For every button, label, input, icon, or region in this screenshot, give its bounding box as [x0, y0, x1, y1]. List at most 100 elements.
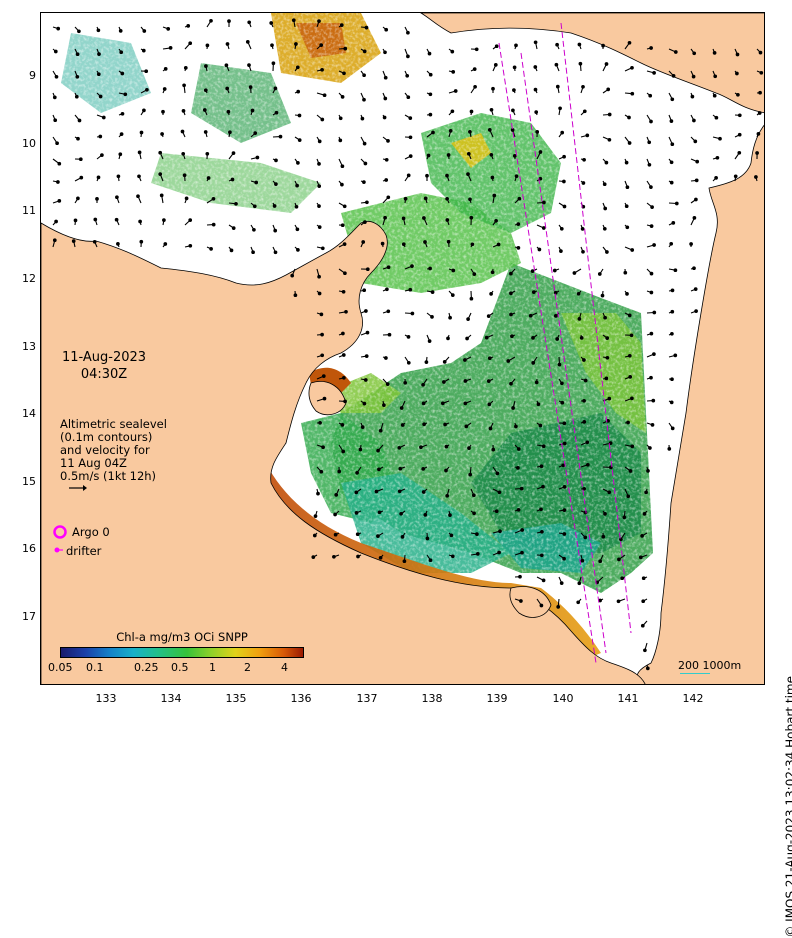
velocity-vector-head	[183, 84, 186, 87]
velocity-vector-head	[604, 316, 607, 319]
velocity-vector-head	[715, 177, 718, 180]
lat-tick-15: 15	[0, 476, 36, 488]
velocity-vector-head	[275, 111, 278, 114]
velocity-vector-head	[367, 268, 370, 271]
cbar-tick-1: 1	[209, 661, 216, 674]
velocity-vector-head	[628, 314, 631, 317]
velocity-vector-head	[74, 219, 77, 222]
velocity-vector-head	[272, 62, 275, 65]
velocity-vector-head	[605, 63, 608, 66]
drifter-label: drifter	[66, 545, 101, 558]
velocity-vector-head	[756, 152, 759, 155]
velocity-vector-head	[400, 513, 403, 516]
velocity-vector-head	[601, 294, 604, 297]
velocity-vector-head	[608, 139, 611, 142]
velocity-vector-head	[98, 53, 101, 56]
velocity-vector-head	[563, 486, 566, 489]
velocity-vector-head	[556, 43, 559, 46]
velocity-vector-head	[603, 183, 606, 186]
velocity-vector-head	[94, 218, 97, 221]
velocity-vector-head	[713, 52, 716, 55]
velocity-vector-head	[671, 310, 674, 313]
velocity-vector-head	[120, 51, 123, 54]
cbar-tick-0.25: 0.25	[134, 661, 159, 674]
velocity-vector-head	[650, 47, 653, 50]
velocity-vector-head	[468, 153, 471, 156]
velocity-vector-head	[602, 535, 605, 538]
velocity-vector-head	[404, 197, 407, 200]
velocity-vector-head	[443, 361, 446, 364]
velocity-vector-head	[99, 135, 102, 138]
velocity-vector-head	[226, 87, 229, 90]
velocity-vector-head	[411, 312, 414, 315]
velocity-vector-head	[341, 24, 344, 27]
cbar-tick-0.5: 0.5	[171, 661, 189, 674]
velocity-vector-head	[137, 195, 140, 198]
velocity-vector-head	[446, 219, 449, 222]
velocity-vector-head	[101, 154, 104, 157]
velocity-vector-head	[695, 198, 698, 201]
velocity-vector-head	[231, 178, 234, 181]
velocity-vector-head	[542, 579, 545, 582]
velocity-vector-head	[291, 274, 294, 277]
argo-marker-icon	[52, 524, 68, 540]
velocity-vector-head	[338, 470, 341, 473]
velocity-vector-head	[668, 448, 671, 451]
velocity-vector-head	[344, 400, 347, 403]
velocity-vector-head	[737, 94, 740, 97]
velocity-vector-head	[606, 337, 609, 340]
velocity-vector-head	[539, 177, 542, 180]
velocity-vector-head	[736, 72, 739, 75]
velocity-vector-head	[143, 30, 146, 33]
velocity-vector-head	[163, 88, 166, 91]
velocity-vector-head	[581, 228, 584, 231]
velocity-vector-head	[561, 131, 564, 134]
chlorophyll-map	[41, 13, 765, 685]
velocity-vector-head	[498, 551, 501, 554]
velocity-vector-head	[318, 226, 321, 229]
velocity-vector-head	[275, 159, 278, 162]
velocity-vector-head	[407, 31, 410, 34]
velocity-vector-head	[321, 69, 324, 72]
velocity-vector-head	[542, 445, 545, 448]
velocity-vector-head	[57, 27, 60, 30]
velocity-vector-head	[115, 218, 118, 221]
velocity-vector-head	[533, 291, 536, 294]
velocity-vector-head	[424, 241, 427, 244]
velocity-vector-head	[140, 131, 143, 134]
velocity-vector-head	[406, 75, 409, 78]
velocity-vector-head	[116, 196, 119, 199]
velocity-vector-head	[124, 93, 127, 96]
velocity-vector-head	[495, 510, 498, 513]
velocity-vector-head	[76, 95, 79, 98]
velocity-vector-head	[541, 554, 544, 557]
velocity-vector-head	[411, 265, 414, 268]
velocity-vector-head	[363, 181, 366, 184]
velocity-vector-head	[185, 197, 188, 200]
velocity-vector-head	[451, 50, 454, 53]
velocity-vector-head	[629, 376, 632, 379]
velocity-vector-head	[469, 131, 472, 134]
velocity-vector-head	[675, 51, 678, 54]
velocity-vector-head	[232, 227, 235, 230]
velocity-vector-head	[189, 219, 192, 222]
velocity-vector-head	[377, 449, 380, 452]
velocity-vector-head	[54, 96, 57, 99]
velocity-vector-head	[383, 116, 386, 119]
velocity-vector-head	[449, 316, 452, 319]
velocity-vector-head	[379, 429, 382, 432]
velocity-vector-head	[578, 43, 581, 46]
velocity-vector-head	[162, 110, 165, 113]
velocity-vector-head	[738, 133, 741, 136]
velocity-vector-head	[451, 110, 454, 113]
velocity-vector-head	[535, 111, 538, 114]
velocity-vector-head	[452, 555, 455, 558]
velocity-vector-head	[356, 472, 359, 475]
velocity-vector-head	[145, 70, 148, 73]
velocity-vector-head	[755, 176, 758, 179]
velocity-vector-head	[365, 355, 368, 358]
velocity-vector-head	[385, 159, 388, 162]
velocity-vector-head	[318, 20, 321, 23]
velocity-vector-head	[492, 87, 495, 90]
velocity-vector-head	[674, 269, 677, 272]
